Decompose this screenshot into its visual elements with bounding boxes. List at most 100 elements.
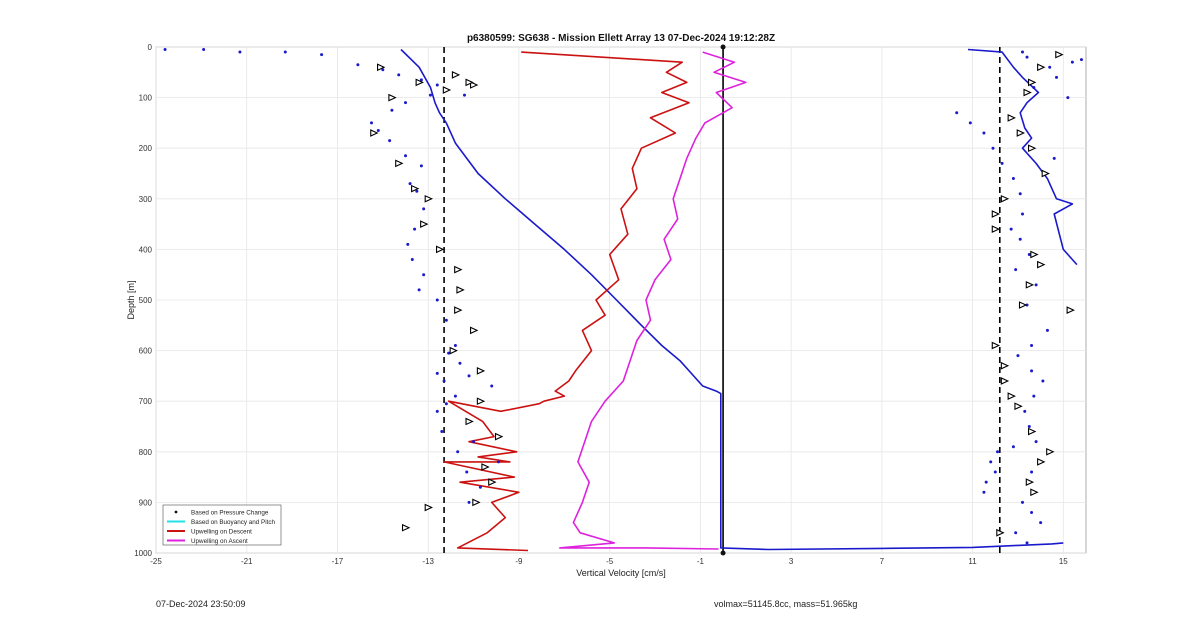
direction-marker — [1037, 458, 1046, 466]
pressure-change-point — [993, 470, 997, 474]
legend-entry-label: Upwelling on Descent — [191, 529, 252, 536]
x-axis-label: Vertical Velocity [cm/s] — [576, 568, 666, 578]
pressure-change-point — [163, 48, 167, 52]
pressure-change-point — [1016, 354, 1020, 358]
direction-marker — [991, 341, 1001, 350]
pressure-change-point — [376, 128, 380, 132]
pressure-change-point — [1052, 156, 1056, 160]
pressure-change-point — [1066, 96, 1070, 100]
start-marker — [720, 44, 726, 50]
direction-marker — [481, 463, 490, 471]
pressure-change-point — [397, 73, 401, 77]
pressure-change-point — [968, 121, 972, 125]
direction-marker — [395, 159, 404, 168]
series-line-1 — [967, 48, 1078, 266]
pressure-change-point — [1030, 369, 1034, 373]
direction-marker — [1030, 250, 1039, 259]
pressure-change-point — [1025, 541, 1029, 545]
direction-marker — [1016, 129, 1026, 137]
direction-marker — [1014, 402, 1023, 411]
pressure-change-point — [415, 189, 419, 193]
pressure-change-point — [442, 379, 446, 383]
pressure-change-point — [467, 374, 471, 378]
direction-marker — [370, 129, 379, 137]
pressure-change-point — [408, 182, 412, 186]
direction-marker — [470, 326, 479, 335]
x-tick-label: -5 — [606, 557, 614, 566]
pressure-change-point — [478, 485, 482, 489]
x-tick-label: 11 — [968, 557, 977, 566]
pressure-change-point — [369, 121, 373, 125]
pressure-change-point — [1027, 425, 1031, 428]
direction-marker — [1000, 361, 1010, 370]
legend-swatch-marker — [174, 510, 178, 514]
pressure-change-point — [1034, 440, 1038, 444]
y-axis-label: Depth [m] — [126, 280, 136, 319]
x-tick-label: 7 — [880, 557, 885, 566]
pressure-change-point — [1041, 379, 1045, 383]
pressure-change-point — [413, 227, 417, 231]
direction-marker — [451, 70, 461, 79]
direction-marker — [415, 78, 424, 87]
direction-marker — [449, 346, 458, 355]
pressure-change-point — [417, 288, 421, 292]
direction-marker — [488, 478, 497, 487]
pressure-change-point — [1009, 227, 1013, 231]
direction-marker — [1046, 447, 1055, 456]
pressure-change-point — [465, 470, 469, 474]
pressure-change-point — [390, 108, 394, 112]
x-tick-label: -17 — [332, 557, 344, 566]
pressure-change-point — [1014, 268, 1018, 272]
footer-volmax-mass: volmax=51145.8cc, mass=51.965kg — [714, 599, 858, 609]
pressure-change-point — [472, 440, 476, 444]
x-tick-label: -9 — [515, 557, 523, 566]
pressure-change-point — [1034, 283, 1038, 287]
direction-marker — [424, 503, 434, 512]
direction-marker — [991, 225, 1001, 234]
pressure-change-point — [453, 344, 457, 348]
pressure-change-point — [410, 258, 414, 262]
direction-marker — [1000, 377, 1010, 385]
pressure-change-point — [435, 409, 439, 413]
pressure-change-point — [1045, 328, 1049, 332]
pressure-change-point — [490, 384, 494, 388]
pressure-change-point — [1030, 344, 1034, 348]
pressure-change-point — [1020, 500, 1024, 504]
pressure-change-point — [458, 361, 462, 365]
grid — [155, 46, 1086, 554]
direction-marker — [1018, 301, 1028, 309]
pressure-change-point — [955, 111, 959, 115]
pressure-change-point — [1020, 212, 1024, 216]
pressure-change-point — [1014, 531, 1018, 535]
direction-marker — [377, 63, 386, 72]
direction-marker — [401, 523, 411, 532]
direction-marker — [476, 397, 486, 406]
pressure-change-point — [1030, 470, 1034, 474]
direction-marker — [494, 432, 504, 441]
end-marker — [720, 550, 726, 556]
pressure-change-point — [1079, 58, 1083, 62]
pressure-change-point — [388, 139, 392, 143]
direction-marker — [1041, 169, 1050, 178]
pressure-change-point — [422, 273, 426, 277]
y-tick-label: 300 — [139, 195, 153, 204]
pressure-change-point — [419, 164, 423, 168]
pressure-change-point — [989, 460, 993, 464]
direction-marker — [991, 210, 1001, 218]
y-tick-label: 900 — [139, 498, 153, 507]
pressure-change-point — [1070, 60, 1074, 64]
pressure-change-point — [1000, 161, 1004, 165]
pressure-change-point — [991, 146, 995, 150]
x-tick-label: -1 — [697, 557, 705, 566]
pressure-change-point — [283, 50, 287, 54]
legend: Based on Pressure Change Based on Buoyanc… — [162, 504, 282, 546]
pressure-change-point — [1027, 252, 1031, 256]
direction-marker — [456, 286, 465, 294]
pressure-change-point — [1023, 409, 1027, 413]
direction-marker — [454, 265, 463, 274]
x-tick-label: -21 — [241, 557, 253, 566]
series-line-2 — [443, 51, 690, 552]
pressure-change-point — [984, 480, 988, 484]
pressure-change-point — [422, 207, 426, 211]
